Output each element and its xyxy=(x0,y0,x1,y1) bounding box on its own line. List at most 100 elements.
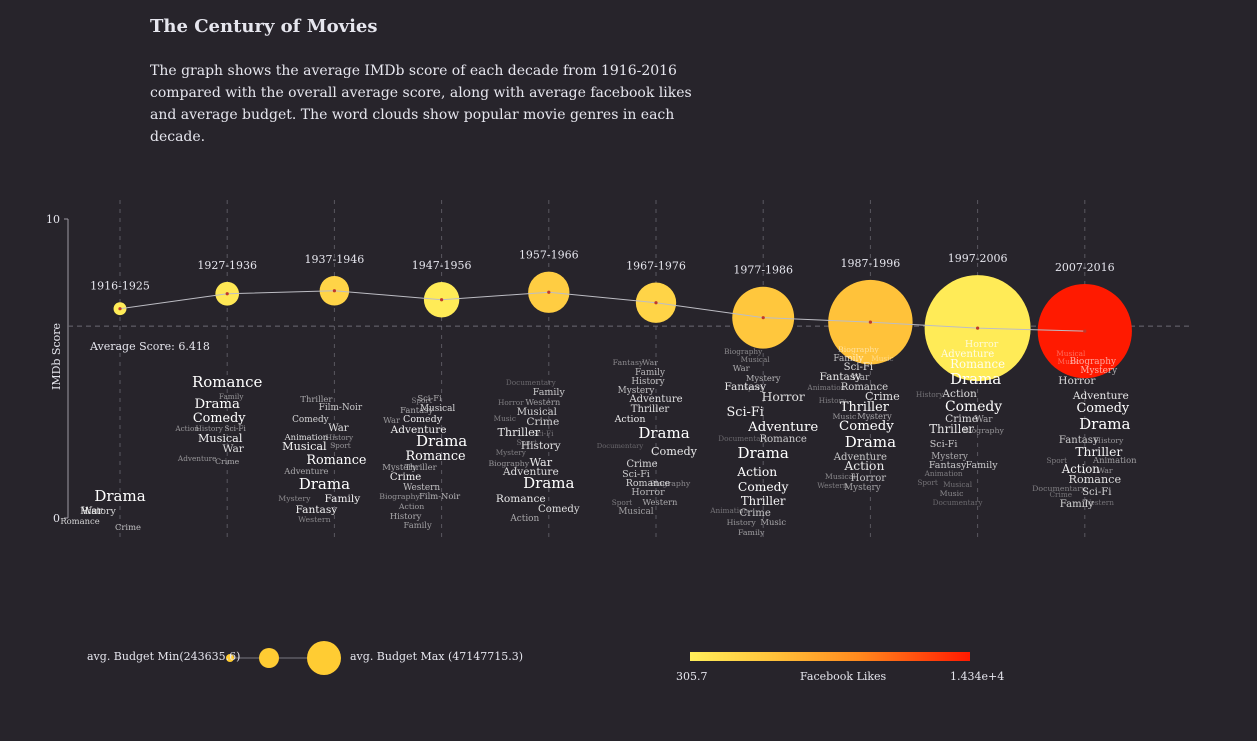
genre-word: Action xyxy=(398,502,424,511)
score-point xyxy=(225,292,229,296)
genre-word: Crime xyxy=(945,413,978,425)
y-tick-label: 0 xyxy=(53,512,60,525)
genre-word: Adventure xyxy=(628,394,682,405)
budget-min-label: avg. Budget Min(243635.6) xyxy=(87,650,241,663)
genre-word: War xyxy=(328,423,349,434)
genre-word: Romance xyxy=(306,453,366,468)
genre-word: Romance xyxy=(60,516,99,526)
genre-word: Romance xyxy=(626,478,671,489)
genre-word: Family xyxy=(738,528,765,537)
genre-word: Western xyxy=(298,515,331,524)
genre-word: Drama xyxy=(94,487,145,505)
genre-word: History xyxy=(819,396,847,405)
genre-word: Crime xyxy=(390,472,421,483)
genre-word: Drama xyxy=(299,475,350,493)
genre-word: Thriller xyxy=(929,422,974,436)
decade-label: 1967-1976 xyxy=(626,260,686,273)
genre-word: Musical xyxy=(517,407,557,418)
genre-word: War xyxy=(1097,466,1113,475)
genre-word: Animation xyxy=(1092,455,1137,465)
genre-word: War xyxy=(975,415,994,425)
genre-word: Romance xyxy=(1069,473,1122,486)
genre-word: Crime xyxy=(740,508,771,519)
score-point xyxy=(547,290,551,294)
genre-word: Documentary xyxy=(933,498,984,507)
genre-word: Sci-Fi xyxy=(225,424,247,433)
genre-word: Sci-Fi xyxy=(417,393,442,403)
genre-word: Crime xyxy=(865,390,900,403)
genre-word: Sport xyxy=(1047,456,1068,465)
genre-word: Romance xyxy=(950,357,1005,371)
genre-word: Fantasy xyxy=(820,371,862,383)
genre-word: Sci-Fi xyxy=(532,429,554,438)
genre-word: Family xyxy=(533,387,566,398)
genre-word: War xyxy=(642,358,658,367)
score-point xyxy=(654,301,658,305)
score-point xyxy=(118,307,122,311)
genre-word: Crime xyxy=(115,522,141,532)
genre-word: Western xyxy=(1084,498,1115,507)
genre-word: Sport xyxy=(743,383,764,392)
genre-word: Sport xyxy=(917,478,938,487)
genre-word: Family xyxy=(219,392,245,401)
budget-legend-mid-circle xyxy=(259,648,279,668)
genre-word: Action xyxy=(509,514,539,524)
genre-word: Adventure xyxy=(747,420,818,435)
genre-word: Musical xyxy=(282,440,327,453)
genre-word: Drama xyxy=(950,370,1001,388)
genre-word: Documentary xyxy=(597,442,644,450)
genre-word: Horror xyxy=(498,398,524,407)
genre-word: Animation xyxy=(284,432,329,442)
genre-word: Comedy xyxy=(403,414,443,425)
genre-word: History xyxy=(196,424,224,433)
decade-label: 2007-2016 xyxy=(1055,261,1115,274)
genre-word: Romance xyxy=(192,373,263,391)
genre-word: Biography xyxy=(379,492,420,501)
decade-label: 1927-1936 xyxy=(197,259,257,272)
genre-word: Adventure xyxy=(833,452,887,463)
genre-word: Action xyxy=(1061,462,1100,476)
genre-word: Fantasy xyxy=(724,381,766,393)
genre-word: Crime xyxy=(526,416,559,428)
genre-word: Sci-Fi xyxy=(1082,487,1111,498)
genre-word: Documentary xyxy=(1032,484,1086,493)
genre-word: Mystery xyxy=(931,452,968,462)
score-point xyxy=(332,289,336,293)
budget-max-label: avg. Budget Max (47147715.3) xyxy=(350,650,524,663)
genre-word: Drama xyxy=(523,474,574,492)
genre-word: Biography xyxy=(650,479,691,488)
genre-word: Sci-Fi xyxy=(930,439,958,450)
genre-word: War xyxy=(81,505,103,517)
genre-word: Western xyxy=(525,397,561,407)
genre-word: Mystery xyxy=(496,448,527,457)
genre-word: Horror xyxy=(1058,375,1096,387)
genre-word: Family xyxy=(833,354,863,364)
genre-word: Mystery xyxy=(844,483,881,493)
genre-word: Family xyxy=(1060,499,1094,510)
genre-word: Film-Noir xyxy=(319,403,363,413)
genre-word: Mystery xyxy=(382,462,417,472)
genre-word: Drama xyxy=(738,444,789,462)
genre-word: Music xyxy=(1058,357,1080,366)
score-point xyxy=(761,316,765,320)
score-point xyxy=(1083,329,1087,333)
genre-word: History xyxy=(326,433,354,442)
genre-word: Comedy xyxy=(651,445,698,458)
genre-word: Crime xyxy=(1049,490,1072,499)
budget-legend-max-circle xyxy=(307,641,341,675)
genre-word: Sci-Fi xyxy=(727,405,764,420)
genre-word: History xyxy=(727,518,757,527)
genre-word: Musical xyxy=(198,432,243,445)
decade-label: 1916-1925 xyxy=(90,279,150,292)
genre-word: Family xyxy=(325,493,361,505)
genre-word: Musical xyxy=(1056,349,1086,358)
genre-word: Music xyxy=(760,517,786,527)
genre-word: Family xyxy=(966,460,999,471)
genre-word: Adventure xyxy=(390,424,447,436)
score-trend-line xyxy=(119,290,1085,332)
genre-word: Musical xyxy=(618,507,653,517)
genre-word: Documentary xyxy=(506,378,557,387)
genre-word: Animation xyxy=(924,469,963,478)
genre-word: War xyxy=(530,456,553,469)
